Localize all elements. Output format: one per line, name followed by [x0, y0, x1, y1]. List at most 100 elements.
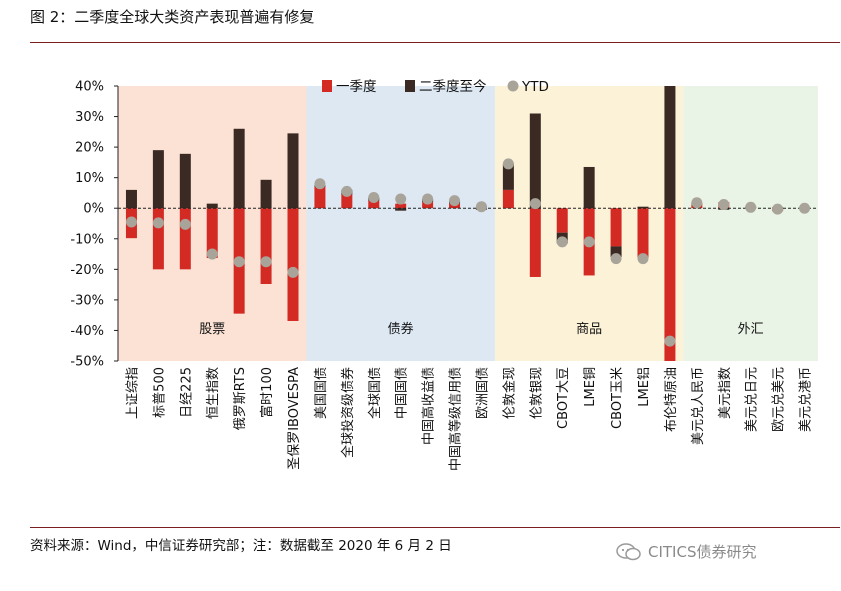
ytd-point — [583, 236, 595, 248]
q2-bar — [125, 189, 137, 209]
group-background-3 — [683, 86, 818, 361]
group-label-2: 商品 — [576, 322, 602, 337]
legend-q2-swatch — [405, 80, 415, 92]
q2-bar — [637, 206, 649, 209]
x-category-label: 标普500 — [152, 367, 167, 418]
ytd-point — [152, 217, 164, 229]
ytd-point — [125, 216, 137, 228]
y-tick-label: -30% — [70, 293, 104, 308]
ytd-point — [529, 198, 541, 210]
q2-bar — [395, 208, 407, 211]
x-category-label: LME铜 — [583, 367, 598, 407]
x-category-label: 上证综指 — [125, 367, 140, 419]
ytd-point — [718, 199, 730, 211]
x-category-label: CBOT大豆 — [556, 367, 571, 429]
y-tick-label: 30% — [75, 110, 104, 125]
q2-bar — [287, 133, 299, 209]
x-category-label: 中国高等级信用债 — [448, 367, 464, 471]
q2-bar — [233, 128, 245, 209]
chart: 股票 债券 商品 外汇 40% 30% 20% 10% 0% -10% -20% -30% -40% -5… — [70, 79, 818, 471]
ytd-point — [637, 253, 649, 265]
q2-bar — [610, 246, 622, 258]
figure-title: 图 2：二季度全球大类资产表现普遍有修复 — [30, 8, 315, 26]
group-label-3: 外汇 — [738, 322, 764, 337]
x-category-label: 日经225 — [179, 367, 194, 418]
q1-bar — [368, 200, 380, 209]
ytd-point — [341, 185, 353, 197]
y-tick-label: -20% — [70, 263, 104, 278]
ytd-point — [475, 201, 487, 213]
q1-bar — [556, 208, 568, 233]
legend-q1-label: 一季度 — [336, 79, 377, 95]
group-background-1 — [306, 86, 495, 361]
ytd-point — [691, 197, 703, 209]
q1-bar — [502, 189, 514, 209]
q2-bar — [179, 153, 191, 209]
ytd-point — [233, 256, 245, 268]
y-tick-label: 40% — [75, 80, 104, 95]
q1-bar — [422, 202, 434, 209]
q1-bar — [179, 208, 191, 270]
x-category-label: 恒生指数 — [206, 367, 221, 419]
q1-bar — [529, 208, 541, 277]
top-rule — [30, 42, 840, 43]
ytd-point — [745, 201, 757, 213]
q2-bar — [529, 113, 541, 209]
x-category-label: 全球投资级债券 — [340, 367, 356, 458]
q2-bar — [260, 179, 272, 209]
q1-bar — [206, 208, 218, 259]
x-category-label: 中国国债 — [395, 367, 410, 419]
q2-bar — [502, 163, 514, 190]
x-category-label: 俄罗斯RTS — [233, 367, 248, 430]
x-category-label: 富时100 — [259, 367, 275, 418]
ytd-point — [179, 218, 191, 230]
x-category-label: 欧元兑美元 — [772, 367, 787, 432]
ytd-point — [556, 236, 568, 248]
wechat-logo-icon — [616, 542, 642, 562]
q1-bar — [260, 208, 272, 284]
x-category-label: 美元指数 — [718, 367, 733, 419]
ytd-point — [368, 192, 380, 204]
ytd-point — [772, 203, 784, 215]
x-category-label: 欧洲国债 — [475, 367, 490, 419]
x-category-label: 伦敦金现 — [501, 367, 517, 419]
q2-bar — [206, 203, 218, 209]
bottom-rule — [30, 527, 840, 528]
ytd-point — [287, 266, 299, 278]
x-category-label: 全球国债 — [367, 367, 383, 419]
ytd-point — [314, 178, 326, 190]
q2-bar — [664, 86, 676, 209]
q2-bar — [152, 150, 164, 209]
source-note: 资料来源：Wind，中信证券研究部；注：数据截至 2020 年 6 月 2 日 — [30, 538, 452, 554]
q1-bar — [395, 203, 407, 209]
q1-bar — [152, 208, 164, 270]
ytd-point — [610, 253, 622, 265]
watermark-text: CITICS债券研究 — [648, 543, 757, 561]
ytd-point — [502, 158, 514, 170]
x-category-label: 圣保罗IBOVESPA — [287, 367, 302, 470]
x-category-label: 美元兑港币 — [799, 367, 814, 432]
ytd-point — [799, 202, 811, 214]
x-category-label: LME铝 — [637, 367, 652, 407]
ytd-point — [260, 256, 272, 268]
legend-q1-swatch — [322, 80, 332, 92]
x-category-label: CBOT玉米 — [610, 367, 625, 429]
ytd-point — [206, 248, 218, 260]
y-tick-label: 10% — [75, 171, 104, 186]
watermark: CITICS债券研究 — [616, 541, 756, 562]
legend-q2-label: 二季度至今 — [419, 79, 487, 95]
ytd-point — [664, 335, 676, 347]
x-category-label: 美元兑人民币 — [691, 367, 706, 445]
q1-bar — [341, 194, 353, 209]
y-tick-label: -10% — [70, 232, 104, 247]
legend-ytd-marker — [507, 80, 519, 92]
legend-ytd-label: YTD — [521, 79, 549, 95]
y-tick-label: 0% — [83, 202, 104, 217]
x-category-label: 布伦特原油 — [664, 367, 679, 432]
y-tick-label: 20% — [75, 141, 104, 156]
ytd-point — [395, 193, 407, 205]
ytd-point — [449, 195, 461, 207]
q1-bar — [664, 208, 676, 361]
group-label-0: 股票 — [199, 322, 225, 337]
x-category-label: 伦敦银现 — [528, 367, 544, 419]
